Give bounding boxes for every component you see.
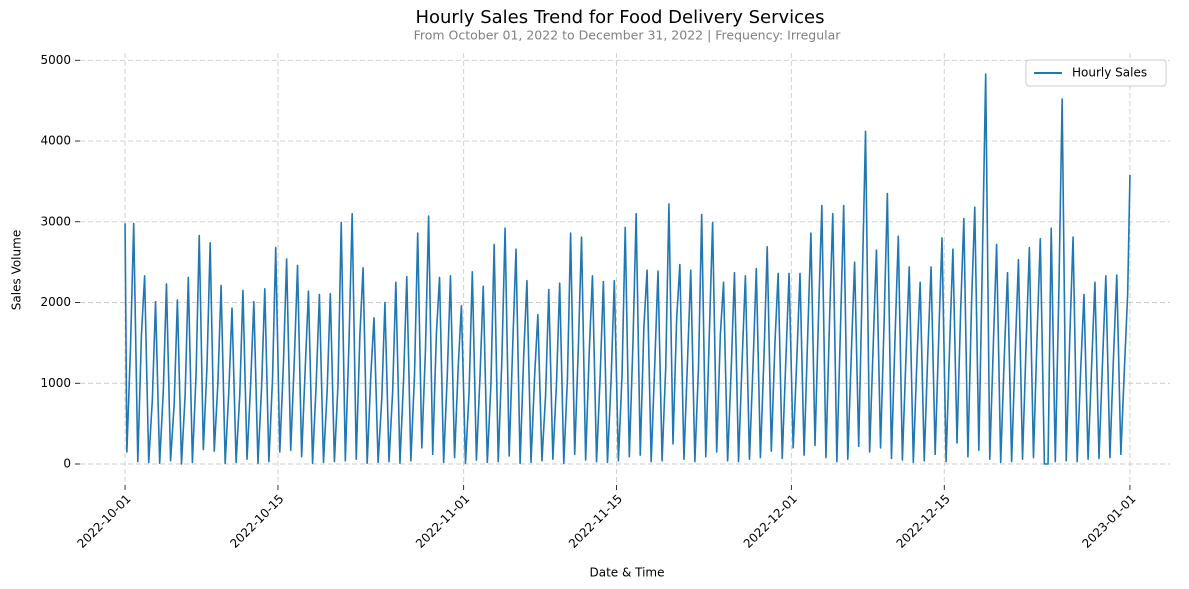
x-tick-label: 2022-10-15 <box>227 492 286 551</box>
y-tick-label: 4000 <box>40 134 71 148</box>
y-tick-label: 1000 <box>40 376 71 390</box>
legend-label: Hourly Sales <box>1072 66 1147 80</box>
x-tick-label: 2022-11-01 <box>413 492 472 551</box>
x-axis-label: Date & Time <box>589 566 664 580</box>
y-tick-label: 2000 <box>40 295 71 309</box>
x-tick-label: 2022-11-15 <box>566 492 625 551</box>
legend-box <box>1025 59 1167 87</box>
x-tick-label: 2022-10-01 <box>74 492 133 551</box>
y-tick-label: 3000 <box>40 214 71 228</box>
chart-subtitle: From October 01, 2022 to December 31, 20… <box>414 28 842 43</box>
x-tick-label: 2022-12-01 <box>741 492 800 551</box>
y-axis-label: Sales Volume <box>10 230 24 310</box>
x-tick-label: 2022-12-15 <box>894 492 953 551</box>
chart-title: Hourly Sales Trend for Food Delivery Ser… <box>415 7 824 28</box>
data-line <box>124 73 1131 465</box>
y-tick-label: 0 <box>63 457 71 471</box>
y-tick-label: 5000 <box>40 53 71 67</box>
x-tick-label: 2023-01-01 <box>1079 492 1138 551</box>
